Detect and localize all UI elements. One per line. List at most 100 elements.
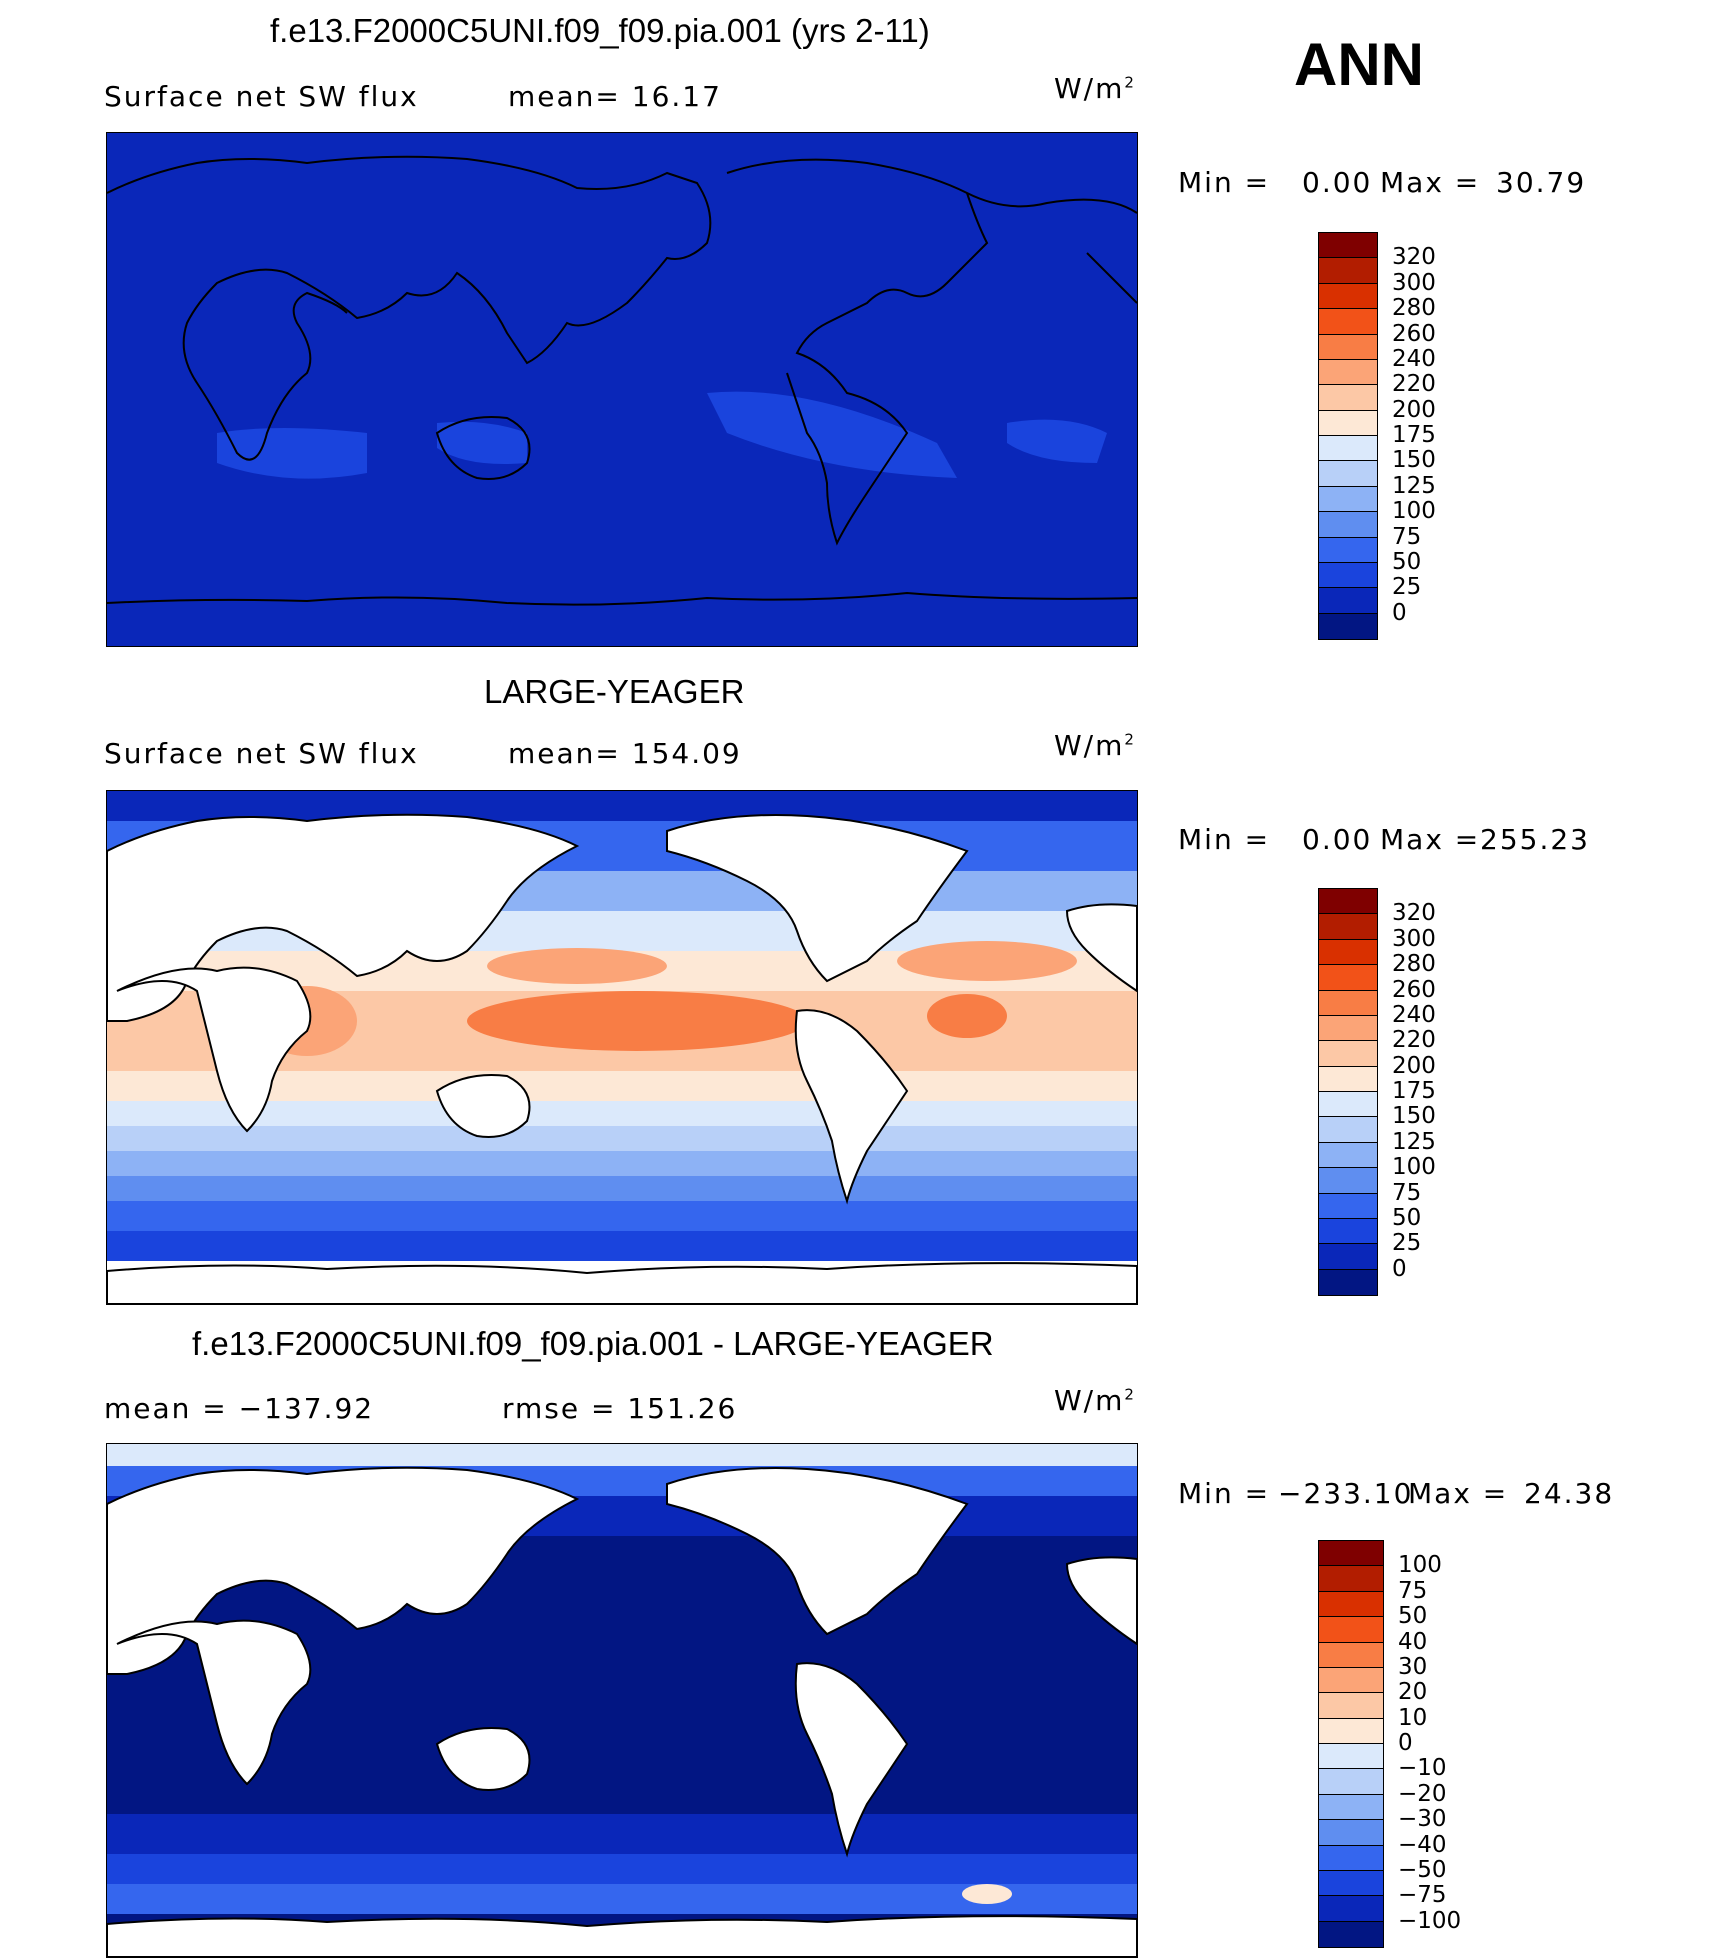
colorbar-swatch xyxy=(1319,1642,1383,1668)
colorbar-label: 40 xyxy=(1398,1628,1428,1655)
colorbar-swatch xyxy=(1319,258,1377,284)
colorbar-label: 50 xyxy=(1392,1204,1422,1231)
colorbar-label: 50 xyxy=(1398,1603,1428,1630)
panel-3-min-value: −233.10 xyxy=(1278,1477,1414,1510)
colorbar-swatch xyxy=(1319,939,1377,966)
panel-3-rmse-label: rmse = 151.26 xyxy=(502,1392,738,1425)
colorbar-swatch xyxy=(1319,1269,1377,1295)
colorbar-label: 280 xyxy=(1392,951,1436,978)
colorbar-label: 220 xyxy=(1392,371,1436,398)
colorbar-swatch xyxy=(1319,461,1377,487)
colorbar-swatch xyxy=(1319,1794,1383,1821)
colorbar-swatch xyxy=(1319,1142,1377,1169)
colorbar-label: 100 xyxy=(1392,1154,1436,1181)
colorbar-label: 0 xyxy=(1392,1255,1407,1282)
colorbar-swatch xyxy=(1319,359,1377,386)
panel-3-max-label: Max = xyxy=(1408,1477,1509,1510)
colorbar-swatch xyxy=(1319,1591,1383,1618)
panel-3-title: f.e13.F2000C5UNI.f09_f09.pia.001 - LARGE… xyxy=(192,1325,994,1362)
colorbar-label: −40 xyxy=(1398,1831,1447,1858)
colorbar-label: 200 xyxy=(1392,396,1436,423)
colorbar-swatch xyxy=(1319,410,1377,436)
colorbar-swatch xyxy=(1319,1718,1383,1744)
colorbar-label: 260 xyxy=(1392,320,1436,347)
colorbar-swatch xyxy=(1319,1218,1377,1245)
colorbar-swatch xyxy=(1319,1845,1383,1871)
colorbar-label: −20 xyxy=(1398,1780,1447,1807)
colorbar-swatch xyxy=(1319,1667,1383,1694)
colorbar-swatch xyxy=(1319,283,1377,310)
colorbar-label: 320 xyxy=(1392,244,1436,271)
colorbar-label: 200 xyxy=(1392,1052,1436,1079)
colorbar-swatch xyxy=(1319,537,1377,563)
colorbar-label: 0 xyxy=(1392,599,1407,626)
panel-1-colorbar xyxy=(1318,232,1378,640)
colorbar-swatch xyxy=(1319,1117,1377,1143)
colorbar-swatch xyxy=(1319,233,1377,259)
colorbar-label: 220 xyxy=(1392,1027,1436,1054)
panel-1-max-value: 30.79 xyxy=(1496,166,1587,199)
colorbar-swatch xyxy=(1319,1566,1383,1592)
panel-1-map xyxy=(106,132,1138,647)
colorbar-swatch xyxy=(1319,1066,1377,1092)
panel-2-max-value: 255.23 xyxy=(1480,823,1590,856)
panel-1-variable-label: Surface net SW flux xyxy=(104,80,419,113)
colorbar-swatch xyxy=(1319,512,1377,538)
colorbar-label: 150 xyxy=(1392,447,1436,474)
panel-2-colorbar xyxy=(1318,888,1378,1296)
colorbar-label: −50 xyxy=(1398,1856,1447,1883)
colorbar-swatch xyxy=(1319,1617,1383,1643)
panel-2-title: LARGE-YEAGER xyxy=(484,673,745,710)
colorbar-swatch xyxy=(1319,1744,1383,1770)
colorbar-swatch xyxy=(1319,385,1377,411)
colorbar-swatch xyxy=(1319,965,1377,991)
colorbar-swatch xyxy=(1319,1820,1383,1846)
colorbar-label: 20 xyxy=(1398,1679,1428,1706)
colorbar-label: 300 xyxy=(1392,269,1436,296)
colorbar-label: 150 xyxy=(1392,1103,1436,1130)
colorbar-label: 25 xyxy=(1392,574,1422,601)
panel-1-max-label: Max = xyxy=(1380,166,1481,199)
colorbar-label: 10 xyxy=(1398,1704,1428,1731)
panel-1-min-label: Min = xyxy=(1178,166,1271,199)
panel-3-map xyxy=(106,1443,1138,1958)
panel-2-min-label: Min = xyxy=(1178,823,1271,856)
panel-3-colorbar xyxy=(1318,1540,1384,1948)
colorbar-swatch xyxy=(1319,914,1377,940)
panel-2-mean-label: mean= 154.09 xyxy=(508,737,742,770)
colorbar-swatch xyxy=(1319,562,1377,589)
colorbar-swatch xyxy=(1319,1870,1383,1897)
panel-2-max-label: Max = xyxy=(1380,823,1481,856)
colorbar-swatch xyxy=(1319,436,1377,462)
colorbar-label: 175 xyxy=(1392,422,1436,448)
panel-3-max-value: 24.38 xyxy=(1524,1477,1615,1510)
colorbar-label: −75 xyxy=(1398,1882,1447,1909)
panel-1-mean-label: mean= 16.17 xyxy=(508,80,722,113)
colorbar-swatch xyxy=(1319,588,1377,614)
colorbar-label: 125 xyxy=(1392,1128,1436,1155)
colorbar-swatch xyxy=(1319,1168,1377,1194)
panel-2-min-value: 0.00 xyxy=(1302,823,1373,856)
colorbar-swatch xyxy=(1319,1921,1383,1947)
colorbar-swatch xyxy=(1319,990,1377,1016)
colorbar-swatch xyxy=(1319,486,1377,513)
panel-1-units: W/m2 xyxy=(1054,72,1136,105)
colorbar-swatch xyxy=(1319,613,1377,639)
panel-2-variable-label: Surface net SW flux xyxy=(104,737,419,770)
colorbar-label: 30 xyxy=(1398,1653,1428,1680)
season-label: ANN xyxy=(1294,31,1424,98)
panel-3-min-label: Min = xyxy=(1178,1477,1271,1510)
colorbar-swatch xyxy=(1319,334,1377,360)
colorbar-label: −100 xyxy=(1398,1907,1462,1934)
colorbar-label: 320 xyxy=(1392,900,1436,927)
colorbar-label: 75 xyxy=(1392,523,1422,550)
panel-1-min-value: 0.00 xyxy=(1302,166,1373,199)
panel-1-title: f.e13.F2000C5UNI.f09_f09.pia.001 (yrs 2-… xyxy=(270,12,930,49)
colorbar-swatch xyxy=(1319,1693,1383,1719)
colorbar-label: 175 xyxy=(1392,1078,1436,1104)
panel-3-mean-label: mean = −137.92 xyxy=(104,1392,375,1425)
colorbar-swatch xyxy=(1319,1092,1377,1118)
colorbar-label: 75 xyxy=(1398,1577,1428,1604)
panel-2-map xyxy=(106,790,1138,1305)
colorbar-label: 0 xyxy=(1398,1730,1413,1756)
